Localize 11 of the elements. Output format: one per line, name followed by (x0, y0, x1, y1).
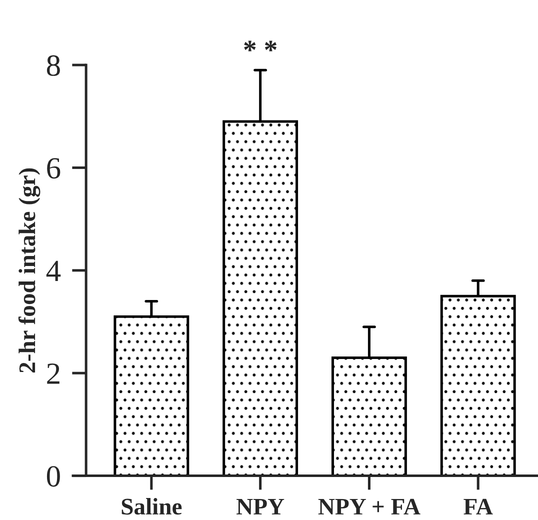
y-tick-label: 4 (46, 260, 61, 281)
y-tick-label: 8 (46, 55, 60, 76)
y-tick-label: 2 (47, 363, 60, 384)
x-tick-label: NPY + FA (318, 498, 420, 514)
annotation: * * (244, 40, 277, 52)
x-tick-label: FA (464, 498, 493, 514)
y-tick-label: 6 (47, 158, 60, 179)
x-tick-label: Saline (122, 498, 182, 515)
y-tick-label: 0 (46, 466, 60, 487)
x-tick-label: NPY (236, 498, 284, 514)
y-axis-title: 2-hr food intake (gr) (18, 168, 40, 372)
